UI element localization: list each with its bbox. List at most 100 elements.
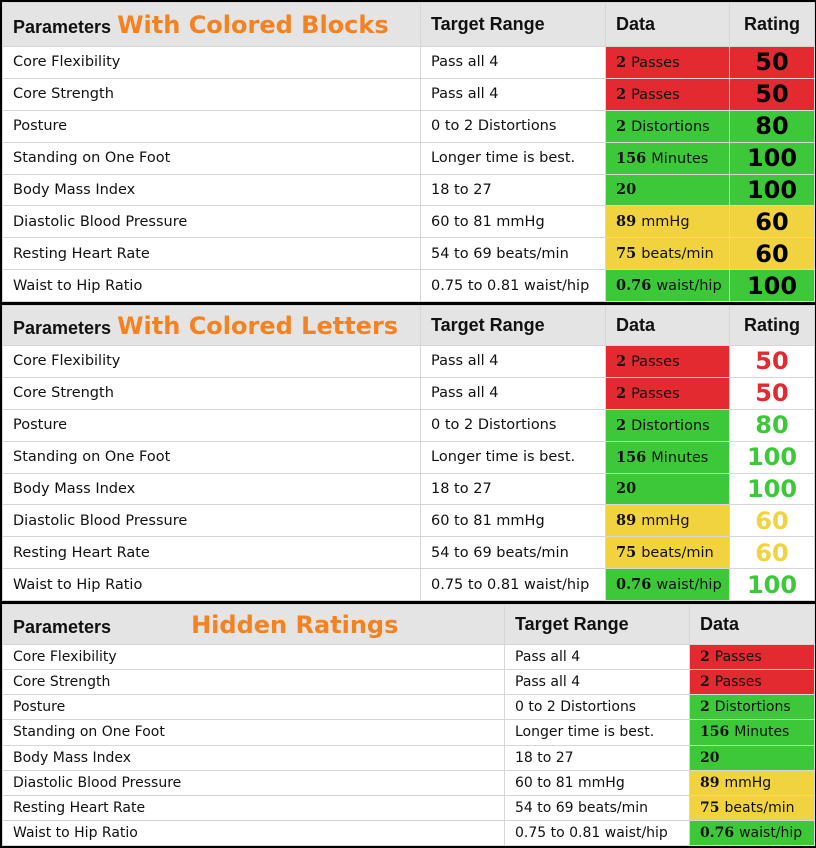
data-cell: 2 Distortions	[605, 109, 730, 143]
data-cell: 2 Passes	[605, 345, 730, 378]
data-cell: 89 mmHg	[605, 504, 730, 538]
data-cell: 2 Passes	[605, 77, 730, 111]
colored-letters-panel: Parameters With Colored Letters Target Ra…	[2, 305, 815, 601]
parameter-cell: Resting Heart Rate	[2, 794, 505, 821]
data-cell: 2 Passes	[605, 46, 730, 79]
target-range-cell: Pass all 4	[420, 77, 606, 111]
parameter-cell: Waist to Hip Ratio	[2, 819, 505, 847]
data-cell: 2 Passes	[605, 376, 730, 410]
table-row: Body Mass Index 18 to 27 20	[2, 744, 815, 771]
target-range-cell: Pass all 4	[420, 345, 606, 378]
data-value: 0.76	[616, 277, 652, 295]
data-value: 2	[700, 649, 710, 666]
data-cell: 75 beats/min	[689, 794, 815, 821]
parameter-cell: Resting Heart Rate	[2, 536, 421, 570]
table-row: Waist to Hip Ratio 0.75 to 0.81 waist/hip…	[2, 819, 815, 847]
table-row: Standing on One Foot Longer time is best.…	[2, 440, 815, 474]
data-value: 156	[700, 724, 730, 741]
data-value: 0.76	[700, 824, 735, 841]
data-value: 2	[616, 384, 627, 402]
target-range-header: Target Range	[504, 604, 690, 645]
data-value: 89	[616, 213, 637, 231]
data-cell: 75 beats/min	[605, 536, 730, 570]
target-range-cell: 18 to 27	[504, 744, 690, 771]
parameter-cell: Resting Heart Rate	[2, 237, 421, 271]
data-unit: Distortions	[631, 417, 710, 434]
table-row: Resting Heart Rate 54 to 69 beats/min 75 be…	[2, 536, 815, 570]
target-range-cell: 0 to 2 Distortions	[420, 408, 606, 442]
table-row: Standing on One Foot Longer time is best.…	[2, 719, 815, 746]
table-row: Core Strength Pass all 4 2 Passes	[2, 669, 815, 696]
table-row: Core Flexibility Pass all 4 2 Passes 50	[2, 46, 815, 79]
table-row: Posture 0 to 2 Distortions 2 Distortions 80	[2, 109, 815, 143]
data-header: Data	[605, 2, 730, 47]
parameter-cell: Core Flexibility	[2, 46, 421, 79]
panel-subtitle: With Colored Blocks	[117, 10, 389, 39]
target-range-cell: 54 to 69 beats/min	[504, 794, 690, 821]
table-row: Diastolic Blood Pressure 60 to 81 mmHg 89 m…	[2, 504, 815, 538]
table-row: Posture 0 to 2 Distortions 2 Distortions 80	[2, 408, 815, 442]
parameter-cell: Waist to Hip Ratio	[2, 269, 421, 302]
data-cell: 0.76 waist/hip	[605, 269, 730, 302]
table-body: Core Flexibility Pass all 4 2 Passes Core St…	[2, 643, 815, 847]
rating-header: Rating	[729, 305, 815, 346]
table-row: Standing on One Foot Longer time is best.…	[2, 141, 815, 175]
target-range-cell: Pass all 4	[420, 46, 606, 79]
parameter-cell: Waist to Hip Ratio	[2, 568, 421, 601]
table-row: Core Flexibility Pass all 4 2 Passes	[2, 643, 815, 671]
data-unit: Distortions	[714, 699, 791, 716]
data-cell: 2 Passes	[689, 643, 815, 671]
rating-cell: 60	[729, 237, 815, 271]
rating-cell: 60	[729, 504, 815, 538]
parameter-cell: Standing on One Foot	[2, 719, 505, 746]
rating-cell: 50	[729, 77, 815, 111]
parameter-cell: Body Mass Index	[2, 744, 505, 771]
data-value: 2	[616, 352, 627, 370]
data-unit: waist/hip	[656, 278, 722, 295]
parameter-cell: Body Mass Index	[2, 173, 421, 207]
rating-cell: 100	[729, 173, 815, 207]
hidden-ratings-panel: Parameters Hidden Ratings Target Range Da…	[2, 604, 815, 847]
rating-cell: 50	[729, 376, 815, 410]
target-range-cell: 0.75 to 0.81 waist/hip	[504, 819, 690, 847]
data-cell: 20	[689, 744, 815, 771]
data-header: Data	[605, 305, 730, 346]
parameter-cell: Core Strength	[2, 669, 505, 696]
target-range-cell: 60 to 81 mmHg	[504, 769, 690, 796]
data-unit: Minutes	[734, 724, 790, 741]
parameter-cell: Core Flexibility	[2, 643, 505, 671]
data-value: 156	[616, 448, 647, 466]
table-row: Body Mass Index 18 to 27 20 100	[2, 472, 815, 506]
header-row: Parameters Hidden Ratings Target Range Da…	[2, 604, 815, 645]
rating-cell: 100	[729, 568, 815, 601]
data-unit: Passes	[631, 86, 680, 103]
table-row: Body Mass Index 18 to 27 20 100	[2, 173, 815, 207]
colored-letters-table: Parameters With Colored Letters Target Ra…	[2, 305, 815, 601]
data-value: 2	[616, 117, 627, 135]
data-unit: Passes	[631, 353, 680, 370]
data-cell: 75 beats/min	[605, 237, 730, 271]
parameter-cell: Core Flexibility	[2, 345, 421, 378]
data-unit: Minutes	[651, 150, 709, 167]
rating-cell: 100	[729, 141, 815, 175]
data-value: 20	[700, 749, 720, 766]
data-value: 75	[616, 544, 637, 562]
data-value: 156	[616, 149, 647, 167]
table-row: Waist to Hip Ratio 0.75 to 0.81 waist/hip…	[2, 568, 815, 601]
data-cell: 0.76 waist/hip	[689, 819, 815, 847]
data-cell: 89 mmHg	[605, 205, 730, 239]
target-range-cell: Longer time is best.	[504, 719, 690, 746]
data-value: 2	[616, 416, 627, 434]
data-unit: Minutes	[651, 449, 709, 466]
target-range-cell: Pass all 4	[420, 376, 606, 410]
data-value: 0.76	[616, 576, 652, 594]
rating-cell: 60	[729, 205, 815, 239]
target-range-cell: 60 to 81 mmHg	[420, 205, 606, 239]
table-row: Resting Heart Rate 54 to 69 beats/min 75 be…	[2, 237, 815, 271]
target-range-cell: 18 to 27	[420, 472, 606, 506]
data-value: 75	[700, 799, 720, 816]
data-cell: 156 Minutes	[605, 141, 730, 175]
target-range-cell: Pass all 4	[504, 669, 690, 696]
parameter-cell: Diastolic Blood Pressure	[2, 769, 505, 796]
data-value: 89	[616, 512, 637, 530]
